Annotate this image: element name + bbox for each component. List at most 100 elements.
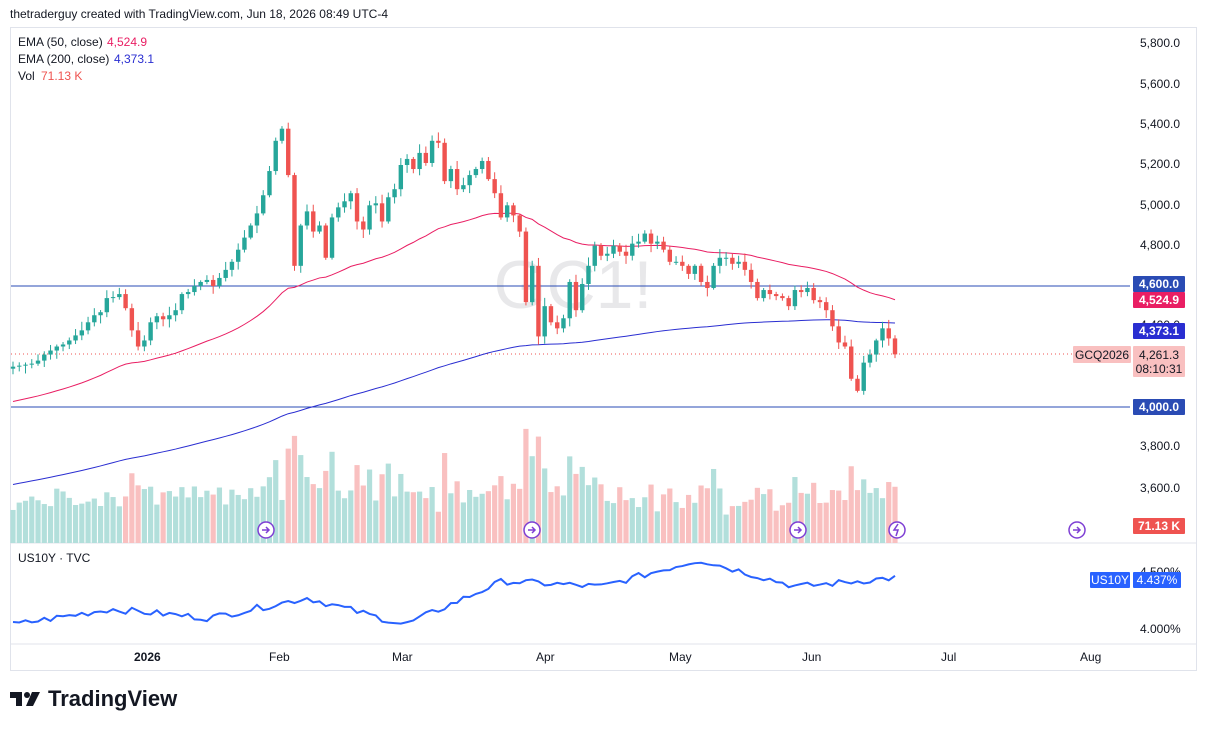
event-markers[interactable] [257,521,1086,539]
volume-bar [629,498,635,543]
volume-bar [266,477,273,543]
candle-body [892,338,898,355]
ema200-line[interactable] [12,319,896,485]
volume-bar [667,488,673,543]
volume-bar [429,487,435,543]
candle-body [523,231,529,303]
volume-bar [754,487,760,543]
volume-bars [10,428,898,543]
volume-bar [104,492,110,543]
event-marker[interactable] [523,521,541,539]
volume-bar [260,486,266,543]
candle-body [17,365,22,367]
candle-body [661,241,666,250]
ema50-legend-value: 4,524.9 [107,35,147,49]
hline-upper-badge [1133,276,1185,292]
candle-body [723,257,729,259]
volume-bar [660,494,667,543]
volume-badge [1133,518,1185,534]
volume-bar [748,499,754,543]
volume-bar [479,493,485,543]
volume-bar [97,505,104,543]
candle-body [617,245,622,252]
candle-body [223,269,228,278]
volume-bar [229,489,235,543]
candle-body [504,205,510,218]
volume-bar [836,490,842,543]
candle-body [536,265,541,337]
volume-bar [767,489,773,543]
candle-body [67,340,72,345]
volume-bar [141,489,147,543]
event-marker[interactable] [888,521,906,539]
candle-body [292,175,297,266]
candle-body [711,265,716,289]
volume-bar [679,507,685,543]
us10y-line[interactable] [12,561,896,625]
candle-body [367,205,372,230]
volume-bar [85,501,91,543]
time-label: Mar [392,650,413,664]
candle-body [217,277,222,286]
time-axis[interactable]: 2026 Feb Mar Apr May Jun Jul Aug [134,650,1101,664]
tradingview-logo[interactable]: TradingView [10,686,177,712]
candle-body [498,193,504,218]
volume-bar [404,491,410,543]
volume-bar [829,490,836,543]
price-tick: 4,800.0 [1140,238,1180,252]
candle-body [742,261,748,270]
candle-body [123,294,128,309]
candle-body [748,269,754,282]
candle-body [454,169,460,190]
event-marker[interactable] [1068,521,1086,539]
candle-body [786,298,791,307]
ema50-line[interactable] [12,212,896,403]
volume-bar [610,503,617,543]
candle-body [492,179,497,194]
volume-bar [617,487,623,543]
candle-body [648,233,654,244]
candle-body [761,290,766,299]
ema50-legend-label: EMA (50, close) [18,35,103,49]
volume-bar [110,497,116,543]
volume-bar [273,460,279,543]
volume-bar [892,486,898,543]
volume-bar [435,511,441,543]
candle-body [279,128,285,141]
time-label: Jul [941,650,956,664]
candle-body [561,318,566,329]
event-marker[interactable] [789,521,807,539]
candle-body [548,306,554,323]
candle-body [398,165,404,190]
candle-body [185,292,191,295]
candle-body [142,340,147,347]
price-axis[interactable]: 5,800.0 5,600.0 5,400.0 5,200.0 5,000.0 … [1140,36,1180,495]
volume-bar [160,492,166,543]
volume-bar [485,491,492,543]
volume-bar [442,453,448,543]
volume-bar [116,506,122,543]
candle-body [655,241,660,244]
candle-body [54,346,59,351]
event-marker[interactable] [257,521,275,539]
candle-body [317,225,322,232]
candle-body [148,322,153,341]
candle-body [154,316,160,323]
us10y-value-badge [1133,572,1181,588]
volume-bar [60,491,66,543]
volume-bar [41,504,47,543]
candle-body [429,140,435,163]
ema200-legend-label: EMA (200, close) [18,52,109,66]
candle-body [479,160,485,170]
indicator-legend[interactable]: EMA (50, close) 4,524.9 EMA (200, close)… [18,35,154,83]
volume-bar [823,502,829,543]
volume-bar [416,491,423,543]
lower-pane-label[interactable]: US10Y · TVC [18,551,91,565]
volume-bar [886,482,892,543]
volume-bar [223,504,229,543]
volume-bar [510,483,517,543]
volume-bar [523,428,529,543]
last-price-badge-text: 4,261.3 [1139,348,1179,362]
volume-bar [698,485,704,543]
candle-body [60,344,66,347]
